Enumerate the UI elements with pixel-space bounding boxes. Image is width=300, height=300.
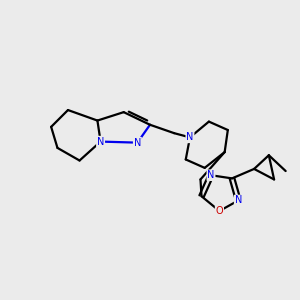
Text: N: N	[97, 136, 104, 147]
Text: N: N	[207, 170, 215, 180]
Text: O: O	[216, 206, 223, 216]
Text: N: N	[235, 196, 242, 206]
Text: N: N	[186, 132, 194, 142]
Text: N: N	[134, 138, 141, 148]
